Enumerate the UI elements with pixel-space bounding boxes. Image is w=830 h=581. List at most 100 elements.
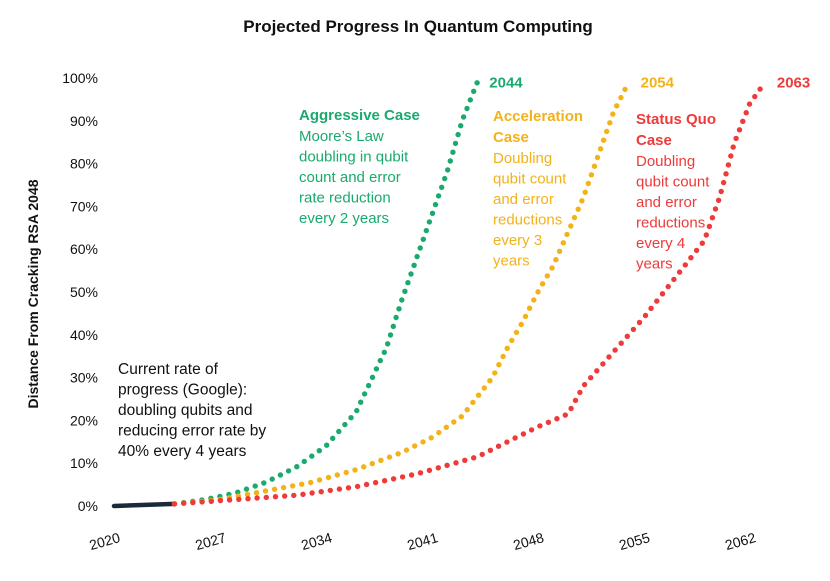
series-point — [458, 123, 464, 129]
series-point — [447, 158, 453, 164]
series-point — [280, 484, 287, 491]
series-point — [715, 197, 722, 203]
series-point — [352, 467, 358, 473]
current-progress-series: Current rate of progress (Google): doublin… — [111, 361, 266, 509]
series-point — [475, 392, 482, 398]
series-point — [377, 357, 383, 364]
series-point — [528, 427, 535, 433]
series-point — [537, 423, 543, 429]
y-tick-label: 20% — [70, 412, 98, 428]
series-point — [624, 333, 630, 339]
series-point — [445, 167, 451, 173]
series-point — [282, 493, 288, 499]
series-point — [531, 297, 537, 303]
series-point — [451, 419, 457, 425]
y-tick-label: 40% — [70, 327, 98, 343]
series-point — [594, 154, 601, 161]
series-point — [571, 214, 578, 221]
annotation-body-line: qubit count — [636, 174, 710, 191]
series-1: 2054 — [171, 74, 675, 507]
series-point — [309, 490, 315, 496]
series-point — [402, 288, 408, 294]
series-point — [709, 215, 716, 221]
series-point — [309, 453, 315, 459]
series-point — [712, 206, 719, 212]
series-point — [443, 424, 449, 430]
annotation-body-line: Doubling — [493, 150, 552, 167]
series-point — [588, 172, 595, 178]
series-point — [460, 114, 467, 120]
series-point — [252, 483, 258, 489]
annotation-body-line: years — [636, 256, 673, 273]
series-point — [263, 494, 269, 501]
annotation-body-line: Moore’s Law — [299, 128, 384, 145]
series-point — [414, 253, 420, 260]
series-point — [736, 127, 743, 133]
series-point — [217, 497, 224, 504]
series-point — [181, 500, 187, 506]
series-point — [492, 370, 498, 376]
series-point — [518, 321, 524, 328]
series-point — [579, 198, 585, 204]
series-point — [743, 110, 749, 116]
series-point — [423, 227, 429, 234]
series-point — [585, 180, 591, 187]
series-point — [369, 374, 376, 380]
series-point — [512, 435, 518, 441]
series-point — [408, 271, 414, 277]
series-point — [363, 481, 370, 488]
annotation-heading: Status Quo — [636, 111, 716, 128]
series-point — [728, 153, 734, 159]
series-point — [471, 88, 477, 95]
series-point — [606, 354, 612, 360]
annotation-body-line: reductions — [636, 215, 705, 232]
series-point — [740, 118, 746, 125]
x-tick-label: 2048 — [511, 529, 546, 553]
series-point — [393, 314, 399, 321]
series-end-label: 2054 — [641, 74, 675, 91]
y-tick-label: 60% — [70, 241, 98, 257]
annotation-body-line: reductions — [493, 212, 562, 229]
x-tick-label: 2062 — [723, 529, 758, 553]
series-point — [636, 319, 643, 326]
series-point — [290, 483, 296, 489]
annotation-body-line: doubling in qubit — [299, 149, 409, 166]
series-point — [369, 460, 375, 467]
annotation-body-line: count and error — [299, 169, 401, 186]
series-point — [479, 451, 485, 458]
series-point — [301, 458, 307, 465]
current-progress-note-line: doubling qubits and — [118, 402, 252, 419]
series-point — [399, 474, 406, 480]
series-point — [327, 487, 333, 494]
series-point — [539, 281, 546, 287]
series-2: 2063 — [171, 74, 810, 507]
y-tick-label: 10% — [70, 455, 98, 471]
current-progress-note-line: progress (Google): — [118, 382, 247, 399]
series-point — [190, 499, 196, 506]
series-point — [500, 353, 506, 360]
series-point — [390, 323, 396, 329]
series-point — [554, 416, 560, 422]
series-point — [607, 120, 613, 126]
x-axis-ticks: 2020 2027 2034 2041 2048 2055 2062 — [87, 529, 757, 553]
x-tick-label: 2055 — [617, 529, 652, 553]
series-point — [324, 442, 330, 448]
series-point — [429, 210, 436, 216]
series-point — [474, 80, 480, 86]
series-point — [365, 382, 372, 389]
series-point — [725, 162, 732, 168]
series-point — [591, 163, 598, 169]
series-point — [348, 415, 354, 421]
series-point — [403, 447, 410, 453]
series-point — [520, 431, 527, 437]
series-point — [642, 312, 649, 319]
series-point — [676, 269, 683, 275]
chart-title: Projected Progress In Quantum Computing — [243, 17, 592, 36]
series-point — [342, 421, 348, 428]
series-point — [417, 470, 424, 476]
series-point — [396, 306, 402, 312]
series-point — [316, 477, 323, 483]
annotation-body-line: every 2 years — [299, 210, 389, 227]
series-point — [588, 375, 594, 381]
